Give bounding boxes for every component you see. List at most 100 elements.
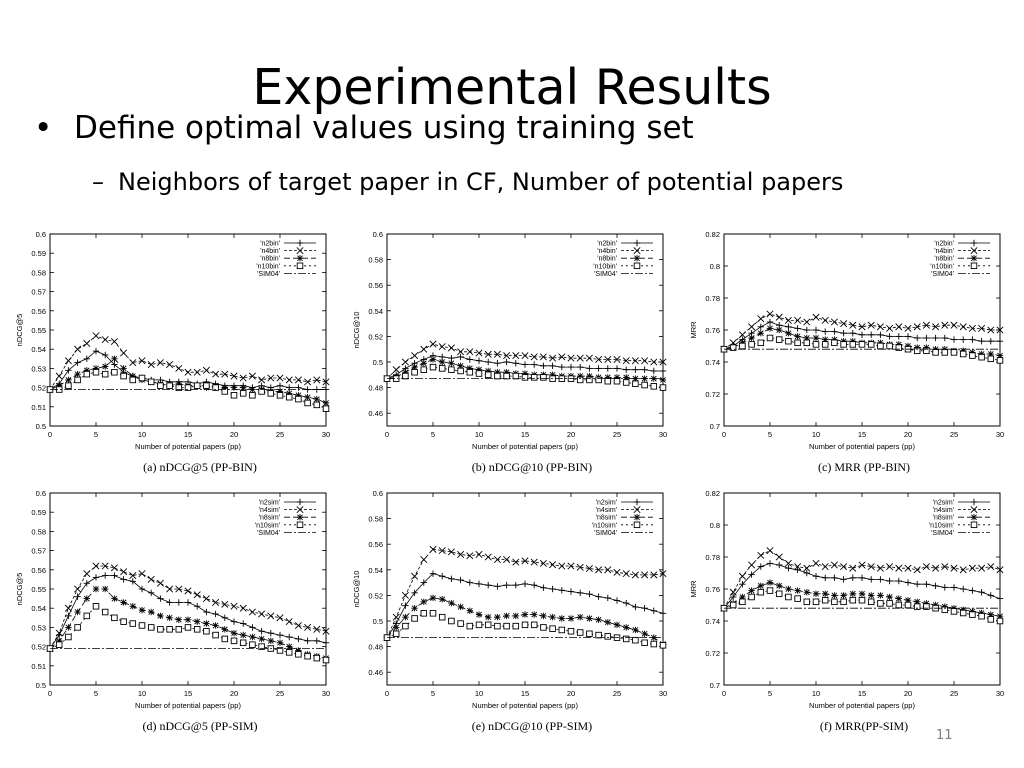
x-tick-label: 0 bbox=[722, 689, 726, 698]
data-point bbox=[950, 584, 958, 591]
legend-label: 'n8bin' bbox=[934, 256, 954, 263]
data-point bbox=[392, 613, 400, 621]
x-axis-label: Number of potential papers (pp) bbox=[809, 442, 915, 451]
data-point bbox=[821, 341, 829, 348]
data-point bbox=[111, 355, 118, 362]
data-point bbox=[650, 571, 658, 579]
data-point bbox=[886, 333, 893, 340]
data-point bbox=[595, 566, 603, 574]
data-point bbox=[904, 601, 912, 609]
data-point bbox=[148, 608, 155, 616]
data-point bbox=[904, 579, 912, 586]
data-point bbox=[849, 564, 857, 572]
data-point bbox=[313, 395, 320, 403]
legend-label: 'n2bin' bbox=[260, 241, 280, 248]
data-point bbox=[978, 324, 986, 332]
data-point bbox=[867, 341, 875, 348]
data-point bbox=[429, 610, 437, 617]
data-point bbox=[438, 547, 446, 555]
data-point bbox=[304, 637, 311, 645]
data-point bbox=[129, 603, 136, 610]
data-point bbox=[831, 328, 838, 335]
data-point bbox=[531, 581, 538, 589]
data-point bbox=[776, 561, 783, 569]
data-point bbox=[466, 368, 474, 376]
data-point bbox=[978, 612, 985, 620]
data-point bbox=[904, 324, 912, 332]
data-point bbox=[868, 331, 875, 338]
data-point bbox=[230, 629, 238, 637]
data-point bbox=[622, 357, 630, 365]
y-tick-label: 0.46 bbox=[368, 668, 383, 677]
y-tick-label: 0.52 bbox=[31, 384, 46, 393]
chart-panel-c: 0.7 0.72 0.74 0.76 0.78 0.8 0.82 0 5 10 15 20 25 30 Nu… bbox=[682, 228, 1012, 458]
data-point bbox=[613, 355, 621, 363]
data-point bbox=[622, 570, 630, 578]
data-point bbox=[475, 370, 483, 377]
x-tick-label: 20 bbox=[567, 430, 575, 439]
data-point bbox=[923, 334, 930, 342]
line-chart: 0.5 0.51 0.52 0.53 0.54 0.55 0.56 0.57 0.58 0.59 0… bbox=[15, 230, 330, 451]
data-point bbox=[120, 365, 127, 372]
chart-panel-b: 0.46 0.48 0.5 0.52 0.54 0.56 0.58 0.6 0 5 10 15 20 25… bbox=[345, 228, 675, 458]
data-point bbox=[604, 566, 612, 574]
data-point bbox=[83, 339, 91, 347]
y-tick-label: 0.76 bbox=[705, 585, 720, 594]
data-point bbox=[402, 622, 409, 630]
data-point bbox=[941, 606, 949, 614]
data-point bbox=[631, 357, 639, 365]
data-point bbox=[623, 599, 630, 607]
data-point bbox=[411, 368, 418, 376]
data-point bbox=[420, 366, 428, 373]
legend-label: 'SIM04' bbox=[257, 530, 280, 537]
x-tick-label: 0 bbox=[385, 430, 389, 439]
data-point bbox=[129, 620, 137, 627]
data-point bbox=[503, 352, 511, 360]
data-point bbox=[558, 615, 565, 622]
data-point bbox=[175, 364, 183, 372]
data-point bbox=[448, 575, 455, 582]
data-point bbox=[92, 368, 100, 376]
data-point bbox=[748, 587, 755, 594]
data-point bbox=[950, 336, 958, 343]
x-tick-label: 20 bbox=[904, 689, 912, 698]
data-point bbox=[239, 604, 247, 612]
data-point bbox=[429, 594, 437, 602]
legend-label: 'n2sim' bbox=[259, 500, 280, 507]
chart-caption: (a) nDCG@5 (PP-BIN) bbox=[143, 460, 257, 474]
data-point bbox=[193, 368, 201, 376]
data-point bbox=[294, 376, 302, 384]
y-tick-label: 0.56 bbox=[31, 307, 46, 316]
data-point bbox=[576, 376, 584, 384]
data-point bbox=[586, 365, 593, 372]
data-point bbox=[978, 564, 986, 572]
data-point bbox=[757, 588, 765, 596]
data-point bbox=[267, 629, 274, 637]
data-point bbox=[92, 562, 100, 570]
y-tick-label: 0.8 bbox=[710, 262, 720, 271]
data-point bbox=[877, 600, 884, 607]
data-point bbox=[466, 552, 474, 560]
data-point bbox=[157, 382, 164, 389]
data-point bbox=[812, 341, 820, 348]
data-point bbox=[922, 321, 930, 329]
data-point bbox=[641, 605, 648, 612]
data-point bbox=[512, 612, 519, 620]
data-point bbox=[831, 592, 838, 599]
data-point bbox=[429, 363, 437, 371]
data-point bbox=[739, 581, 746, 588]
data-point bbox=[138, 606, 146, 614]
sub-bullet-item: – Neighbors of target paper in CF, Number… bbox=[92, 168, 843, 196]
data-point bbox=[558, 353, 566, 361]
y-axis-label: nDCG@5 bbox=[15, 573, 24, 606]
data-point bbox=[494, 583, 501, 590]
x-tick-label: 5 bbox=[94, 430, 98, 439]
data-point bbox=[258, 388, 265, 395]
data-point bbox=[794, 325, 801, 332]
data-point bbox=[102, 572, 109, 579]
data-point bbox=[439, 358, 446, 366]
chart-panel-a: 0.5 0.51 0.52 0.53 0.54 0.55 0.56 0.57 0.58 0.59 0… bbox=[8, 228, 338, 458]
data-point bbox=[738, 572, 746, 580]
data-point bbox=[613, 568, 621, 576]
data-point bbox=[540, 584, 547, 591]
